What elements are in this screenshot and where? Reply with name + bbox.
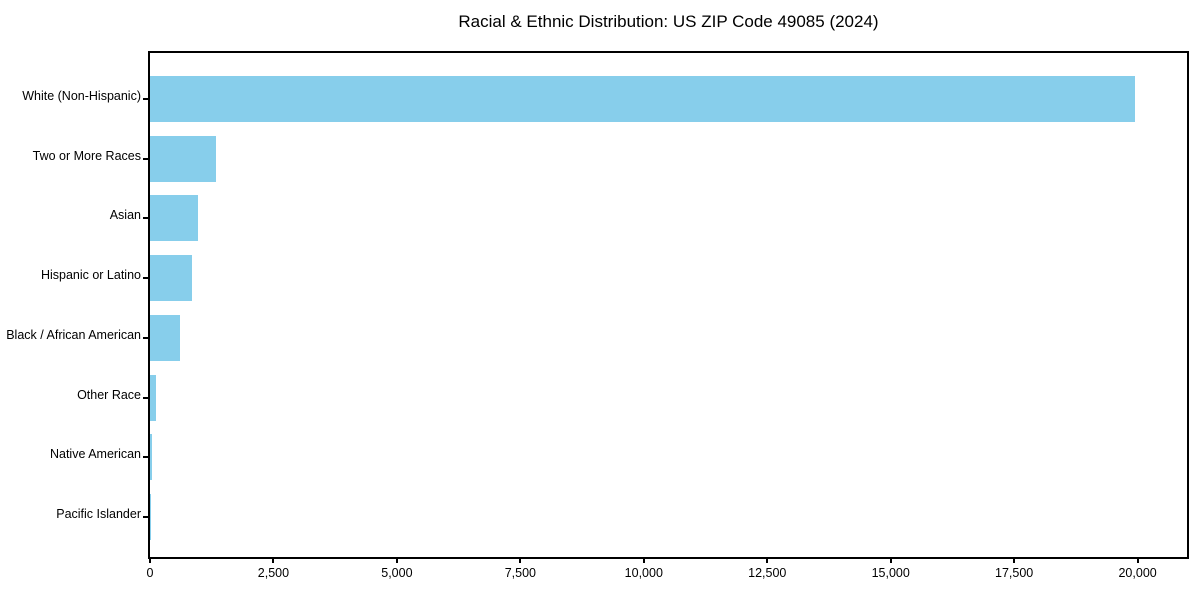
x-tick-10000 bbox=[642, 557, 645, 563]
y-tick-pacific-islander bbox=[143, 515, 148, 518]
bar-other-race bbox=[150, 374, 157, 421]
y-label-other-race: Other Race bbox=[77, 387, 141, 402]
x-label-15000: 15,000 bbox=[871, 566, 910, 580]
y-label-black-african-american: Black / African American bbox=[6, 327, 141, 342]
bar-two-or-more-races bbox=[150, 135, 217, 182]
y-label-asian: Asian bbox=[109, 208, 141, 223]
bar-white-non-hispanic bbox=[150, 76, 1136, 122]
x-tick-17500 bbox=[1013, 557, 1016, 563]
x-tick-20000 bbox=[1136, 557, 1139, 563]
x-label-10000: 10,000 bbox=[624, 566, 663, 580]
x-label-2500: 2,500 bbox=[257, 566, 290, 580]
x-tick-15000 bbox=[889, 557, 892, 563]
x-label-17500: 17,500 bbox=[995, 566, 1034, 580]
y-label-pacific-islander: Pacific Islander bbox=[56, 506, 141, 521]
y-label-two-or-more-races: Two or More Races bbox=[32, 148, 141, 163]
y-label-native-american: Native American bbox=[49, 447, 141, 462]
x-label-12500: 12,500 bbox=[748, 566, 787, 580]
plot-area bbox=[143, 51, 1189, 563]
y-label-white-non-hispanic: White (Non-Hispanic) bbox=[22, 89, 141, 103]
x-label-20000: 20,000 bbox=[1118, 566, 1157, 580]
y-tick-black-african-american bbox=[143, 336, 148, 339]
chart-title: Racial & Ethnic Distribution: US ZIP Cod… bbox=[458, 12, 879, 31]
bar-black-african-american bbox=[150, 314, 181, 361]
bar-hispanic-or-latino bbox=[150, 255, 192, 302]
x-tick-0 bbox=[149, 557, 151, 563]
bar-native-american bbox=[150, 434, 152, 481]
x-label-7500: 7,500 bbox=[504, 566, 536, 580]
x-tick-2500 bbox=[272, 557, 275, 563]
y-tick-hispanic-or-latino bbox=[143, 277, 148, 280]
x-tick-12500 bbox=[766, 557, 769, 563]
y-tick-two-or-more-races bbox=[143, 157, 148, 160]
x-tick-5000 bbox=[395, 557, 398, 563]
y-label-hispanic-or-latino: Hispanic or Latino bbox=[40, 268, 141, 283]
x-label-0: 0 bbox=[146, 566, 154, 580]
y-tick-other-race bbox=[143, 396, 148, 399]
y-tick-native-american bbox=[143, 456, 148, 459]
y-tick-white-non-hispanic bbox=[143, 98, 148, 100]
y-tick-asian bbox=[143, 217, 148, 220]
x-tick-7500 bbox=[519, 557, 522, 563]
x-label-5000: 5,000 bbox=[381, 566, 413, 580]
bar-asian bbox=[150, 195, 199, 242]
